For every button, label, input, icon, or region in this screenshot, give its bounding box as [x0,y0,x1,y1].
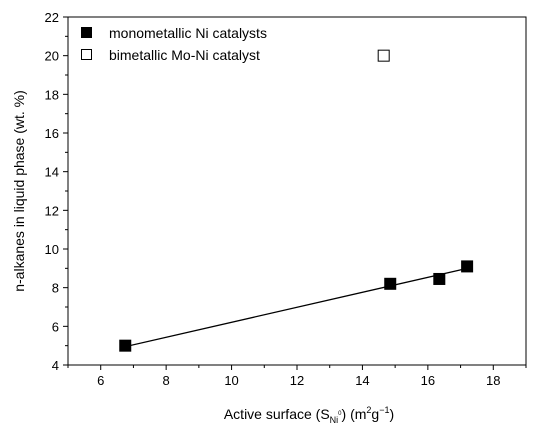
point-monometallic [119,339,132,352]
plot-frame [67,16,527,366]
y-tick-label: 8 [52,281,59,296]
x-tick-label: 14 [355,373,369,388]
plot-axes [67,16,527,366]
x-tick-label: 10 [224,373,238,388]
x-axis-title-unit-mid: g [371,406,379,422]
point-monometallic [433,272,446,285]
y-axis-title: n-alkanes in liquid phase (wt. %) [11,90,27,292]
y-tick-label: 18 [45,87,59,102]
legend-marker-monometallic [81,27,92,38]
y-tick-label: 12 [45,203,59,218]
x-axis-title-sub: Ni [330,415,339,425]
y-tick-label: 4 [52,358,59,373]
legend-marker-bimetallic [81,49,92,60]
fit-line [125,267,468,348]
x-axis-title-main: Active surface (S [224,406,330,422]
axis-ticks: 6 8 10 12 14 16 18 4 6 8 10 12 14 16 18 20 22 [45,10,527,388]
x-axis-title-unit-sup1: 2 [366,405,371,415]
x-axis-title: Active surface (SNi0) (m2g−1) [224,405,394,425]
legend-label-bimetallic: bimetallic Mo-Ni catalyst [109,47,260,63]
legend-label-monometallic: monometallic Ni catalysts [109,25,267,41]
data-points [119,49,474,352]
point-bimetallic [377,49,390,62]
point-monometallic [461,260,474,273]
y-tick-label: 20 [45,49,59,64]
y-tick-label: 6 [52,319,59,334]
x-axis-title-subsup: 0 [338,411,342,417]
y-tick-label: 14 [45,165,59,180]
fit-line-layer [125,267,468,348]
x-tick-label: 8 [163,373,170,388]
legend: monometallic Ni catalysts bimetallic Mo-… [81,25,267,63]
x-axis-title-unit-post: ) [389,406,394,422]
x-tick-label: 6 [97,373,104,388]
x-tick-label: 16 [421,373,435,388]
y-tick-label: 22 [45,10,59,25]
point-monometallic [384,277,397,290]
x-tick-label: 12 [290,373,304,388]
y-tick-label: 16 [45,126,59,141]
x-tick-label: 18 [486,373,500,388]
x-axis-title-unit-sup2: −1 [379,405,389,415]
y-tick-label: 10 [45,242,59,257]
x-axis-title-unit-pre: ) (m [342,406,367,422]
